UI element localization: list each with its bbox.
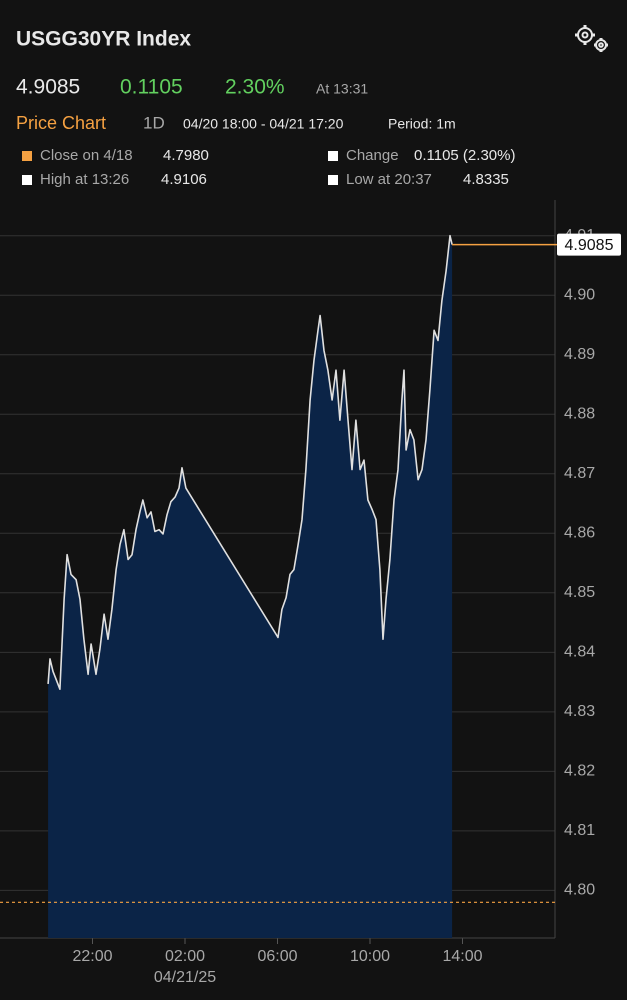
y-tick-label: 4.80	[564, 882, 595, 899]
x-tick-label: 06:00	[257, 948, 297, 965]
period-span: 04/20 18:00 - 04/21 17:20	[183, 116, 344, 132]
stat-value: 4.7980	[163, 147, 209, 164]
time: At 13:31	[316, 81, 368, 97]
change: 0.1105	[120, 76, 183, 99]
y-tick-label: 4.82	[564, 763, 595, 780]
legend-swatch	[22, 175, 32, 185]
legend-swatch	[328, 151, 338, 161]
change-pct: 2.30%	[225, 76, 285, 99]
y-tick-label: 4.83	[564, 703, 595, 720]
legend-swatch	[328, 175, 338, 185]
y-tick-label: 4.81	[564, 822, 595, 839]
stat-label: High at 13:26	[40, 171, 129, 188]
stat-value: 4.9106	[161, 171, 207, 188]
stat-label: Low at 20:37	[346, 171, 432, 188]
y-tick-label: 4.90	[564, 286, 595, 303]
y-tick-label: 4.87	[564, 465, 595, 482]
area	[48, 235, 453, 938]
last-value-label: 4.9085	[565, 237, 614, 254]
x-tick-label: 10:00	[350, 948, 390, 965]
x-tick-label: 14:00	[442, 948, 482, 965]
x-tick-label: 22:00	[72, 948, 112, 965]
y-tick-label: 4.84	[564, 644, 595, 661]
period: Period: 1m	[388, 116, 456, 132]
y-tick-label: 4.89	[564, 346, 595, 363]
x-tick-label: 02:00	[165, 948, 205, 965]
annotation: 04/21/25	[154, 969, 216, 986]
y-tick-label: 4.88	[564, 405, 595, 422]
title: USGG30YR Index	[16, 28, 191, 51]
last-value-box	[557, 233, 621, 256]
stat-label: Change	[346, 147, 399, 164]
y-tick-label: 4.85	[564, 584, 595, 601]
legend-swatch	[22, 151, 32, 161]
price: 4.9085	[16, 76, 80, 99]
settings-icon[interactable]	[575, 25, 608, 52]
chart-label: Price Chart	[16, 113, 106, 133]
stat-value: 4.8335	[463, 171, 509, 188]
stat-value: 0.1105 (2.30%)	[414, 147, 515, 164]
line	[47, 234, 453, 690]
y-tick-label: 4.86	[564, 525, 595, 542]
stat-label: Close on 4/18	[40, 147, 133, 164]
range[interactable]: 1D	[143, 113, 165, 132]
